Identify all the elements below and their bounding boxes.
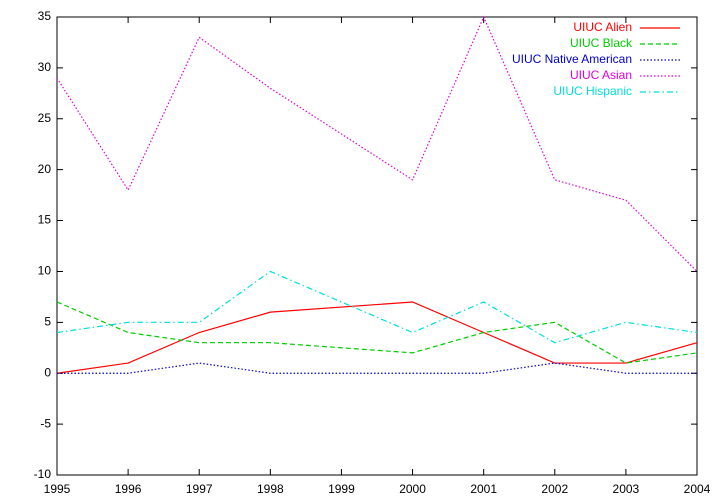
x-tick-label: 1998 — [257, 482, 284, 496]
y-tick-label: 30 — [38, 60, 52, 74]
legend-label: UIUC Black — [570, 36, 633, 50]
x-tick-label: 2002 — [541, 482, 568, 496]
series-line — [56, 270, 698, 344]
legend-label: UIUC Alien — [573, 20, 632, 34]
x-tick-label: 2001 — [470, 482, 497, 496]
y-tick-label: 15 — [38, 213, 52, 227]
y-tick-label: -5 — [40, 416, 51, 430]
plot-border — [56, 16, 698, 476]
series-line — [57, 362, 697, 374]
y-tick-label: -10 — [34, 467, 52, 481]
x-tick-label: 2004 — [684, 482, 711, 496]
y-tick-label: 5 — [44, 315, 51, 329]
x-tick-label: 1996 — [115, 482, 142, 496]
x-tick-label: 1995 — [44, 482, 71, 496]
x-tick-label: 2003 — [613, 482, 640, 496]
y-tick-label: 35 — [38, 9, 52, 23]
x-tick-label: 1999 — [328, 482, 355, 496]
x-tick-label: 1997 — [186, 482, 213, 496]
legend-label: UIUC Asian — [570, 68, 632, 82]
y-tick-label: 10 — [38, 264, 52, 278]
series-line — [56, 301, 698, 364]
y-tick-label: 20 — [38, 162, 52, 176]
series-line — [56, 15, 698, 272]
series-line — [56, 301, 698, 374]
y-tick-label: 25 — [38, 111, 52, 125]
y-tick-label: 0 — [44, 365, 51, 379]
legend-label: UIUC Native American — [512, 52, 632, 66]
x-tick-label: 2000 — [399, 482, 426, 496]
legend-label: UIUC Hispanic — [553, 84, 632, 98]
